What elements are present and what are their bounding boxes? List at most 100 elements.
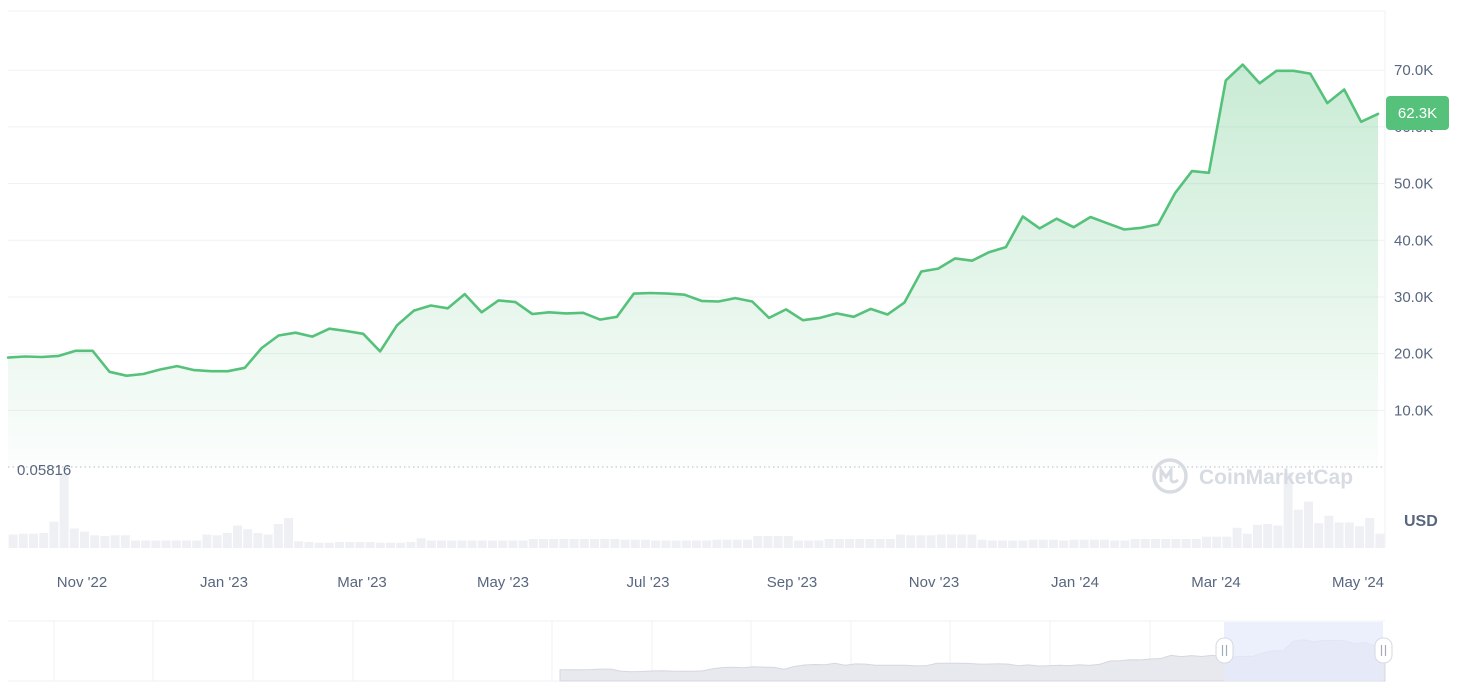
y-tick-label: 40.0K xyxy=(1394,232,1433,249)
volume-bar xyxy=(253,533,263,548)
coinmarketcap-logo-icon xyxy=(1152,458,1188,494)
volume-bar xyxy=(1151,539,1160,548)
x-axis: Nov '22 Jan '23 Mar '23 May '23 Jul '23 Sep '… xyxy=(57,574,1384,591)
volume-bar xyxy=(773,536,783,548)
volume-bar xyxy=(447,540,457,548)
volume-bar xyxy=(457,540,467,548)
volume-bar xyxy=(304,542,314,548)
volume-bar xyxy=(508,540,518,548)
coinmarketcap-logo: CoinMarketCap xyxy=(1152,458,1353,494)
current-price-badge: 62.3K xyxy=(1386,96,1449,130)
volume-bar xyxy=(549,539,559,548)
volume-bar xyxy=(1008,540,1018,548)
volume-bar xyxy=(763,536,773,548)
volume-bar xyxy=(936,534,946,548)
volume-bar xyxy=(1365,518,1375,548)
volume-bar xyxy=(885,539,895,548)
volume-bar xyxy=(1375,533,1385,548)
price-area-fill xyxy=(8,64,1378,467)
x-tick-label: May '23 xyxy=(477,574,529,591)
volume-bar xyxy=(1253,524,1262,548)
range-navigator[interactable] xyxy=(8,620,1393,682)
volume-bar xyxy=(1171,539,1181,548)
volume-bar xyxy=(671,540,681,548)
volume-bar xyxy=(610,539,620,548)
volume-bar xyxy=(712,539,722,548)
volume-bar xyxy=(161,540,171,548)
volume-bar xyxy=(477,540,487,548)
volume-bar xyxy=(416,538,426,548)
volume-bar xyxy=(294,541,304,548)
volume-bar xyxy=(1161,539,1171,548)
volume-bar xyxy=(865,539,875,548)
volume-bar xyxy=(1202,536,1211,548)
volume-bar xyxy=(273,524,283,548)
volume-bar xyxy=(110,535,120,548)
volume-bar xyxy=(600,539,610,548)
currency-label: USD xyxy=(1404,513,1438,530)
volume-bar xyxy=(957,534,967,548)
volume-bar xyxy=(100,536,110,548)
volume-bar xyxy=(263,534,273,548)
volume-bar xyxy=(620,539,630,548)
volume-bar xyxy=(406,542,416,548)
volume-bar xyxy=(732,539,742,548)
watermark-text: CoinMarketCap xyxy=(1199,466,1353,489)
volume-bar xyxy=(1059,540,1069,548)
volume-bar xyxy=(365,542,375,548)
volume-bar xyxy=(1069,539,1079,548)
volume-bar xyxy=(386,542,395,548)
volume-bar xyxy=(182,540,191,548)
volume-bar xyxy=(467,540,477,548)
volume-bar xyxy=(120,535,130,548)
navigator-left-handle[interactable] xyxy=(1215,637,1234,664)
volume-bar xyxy=(559,539,569,548)
volume-bar xyxy=(1181,539,1191,548)
price-line xyxy=(6,63,1380,377)
volume-bar xyxy=(1283,473,1293,548)
volume-bar xyxy=(692,540,701,548)
volume-bar xyxy=(1344,522,1354,548)
volume-bar xyxy=(243,529,253,548)
volume-bar xyxy=(834,539,844,548)
volume-bar xyxy=(171,540,181,548)
volume-bar xyxy=(824,539,834,548)
volume-bar xyxy=(641,539,650,548)
volume-bar xyxy=(743,539,752,548)
volume-bar xyxy=(916,535,926,548)
volume-bar xyxy=(875,539,885,548)
volume-bar xyxy=(151,540,161,548)
volume-bar xyxy=(987,540,997,548)
x-tick-label: Mar '23 xyxy=(337,574,387,591)
volume-bar xyxy=(1079,539,1089,548)
current-price-badge-bg xyxy=(1386,96,1449,130)
volume-bar xyxy=(426,540,436,548)
y-tick-label: 10.0K xyxy=(1394,402,1433,419)
volume-bar xyxy=(437,540,446,548)
volume-bar xyxy=(1242,533,1252,548)
volume-bar xyxy=(233,525,242,548)
x-tick-label: Mar '24 xyxy=(1191,574,1241,591)
volume-bar xyxy=(947,534,956,548)
volume-bar xyxy=(702,540,712,548)
navigator-selection[interactable] xyxy=(1224,622,1383,681)
volume-bar xyxy=(1140,539,1150,548)
volume-bar xyxy=(579,539,589,548)
navigator-grid xyxy=(53,621,1151,681)
navigator-right-handle[interactable] xyxy=(1374,637,1393,664)
volume-bar xyxy=(651,540,661,548)
volume-bar xyxy=(1191,539,1201,548)
volume-bar xyxy=(1028,539,1038,548)
volume-bar xyxy=(1232,527,1242,548)
y-tick-label: 30.0K xyxy=(1394,289,1433,306)
x-tick-label: May '24 xyxy=(1332,574,1384,591)
volume-bar xyxy=(753,536,763,548)
volume-bar xyxy=(90,535,100,548)
volume-bar xyxy=(722,539,732,548)
volume-bar xyxy=(488,540,497,548)
price-area xyxy=(6,63,1380,467)
volume-bar xyxy=(375,542,385,548)
volume-bar xyxy=(528,539,538,548)
volume-bar xyxy=(1304,501,1313,548)
